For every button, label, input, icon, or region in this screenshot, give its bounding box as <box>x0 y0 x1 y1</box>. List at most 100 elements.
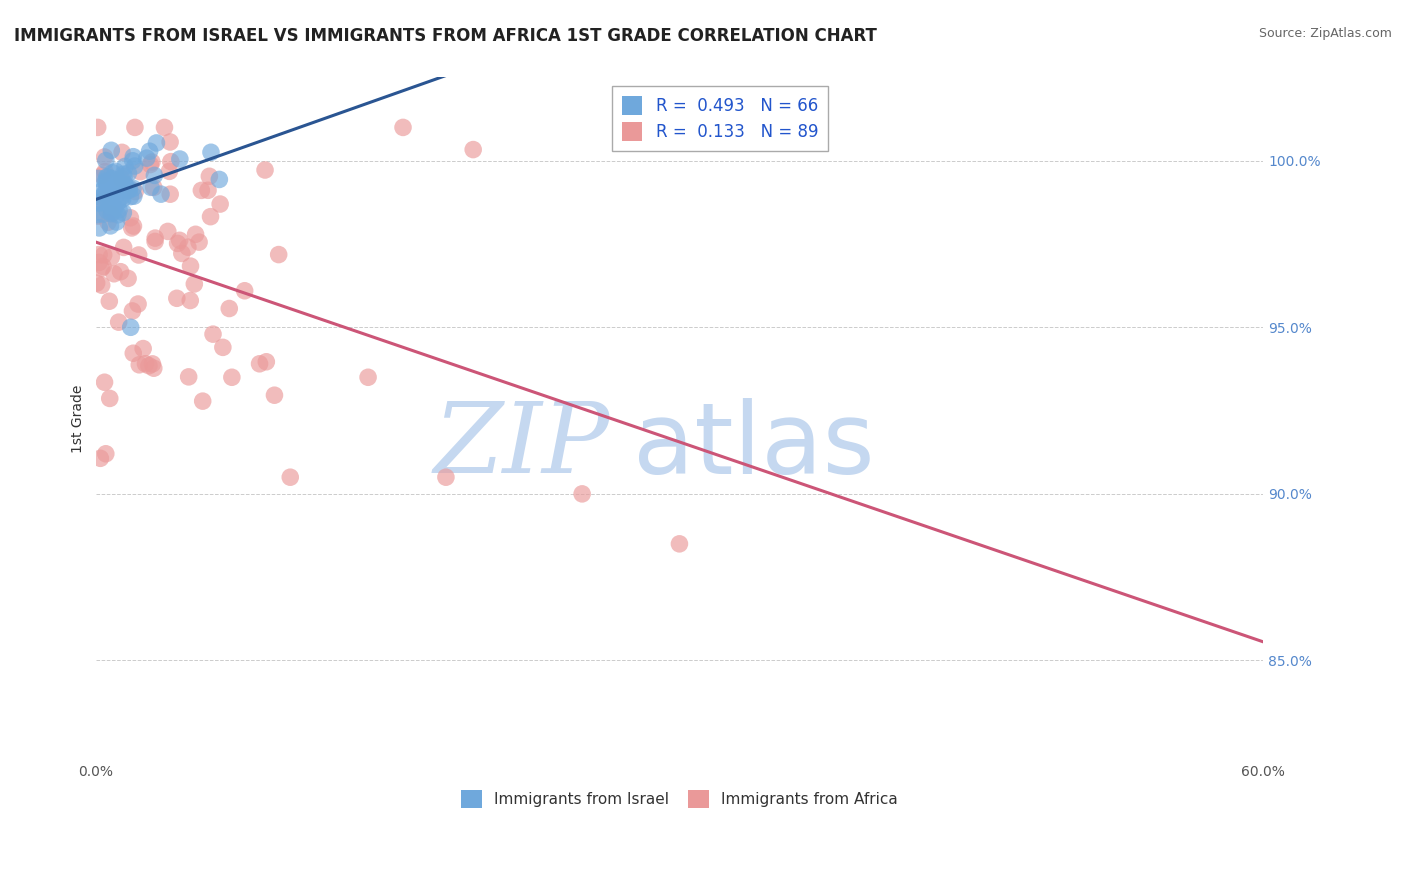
Point <box>100 250 122 264</box>
Point <box>183 277 205 291</box>
Point <box>434 470 457 484</box>
Point <box>110 189 132 203</box>
Point <box>91 260 114 274</box>
Point <box>209 197 232 211</box>
Point <box>153 120 176 135</box>
Point <box>254 355 277 369</box>
Point <box>254 163 277 178</box>
Point <box>160 154 183 169</box>
Point <box>184 227 207 242</box>
Point <box>87 209 110 223</box>
Point <box>135 151 157 165</box>
Point <box>212 340 235 354</box>
Point <box>104 202 127 217</box>
Point <box>668 537 690 551</box>
Point <box>134 357 156 371</box>
Point <box>117 183 139 197</box>
Point <box>100 207 122 221</box>
Point <box>89 451 111 466</box>
Point <box>200 210 222 224</box>
Point <box>105 189 128 203</box>
Point <box>392 120 415 135</box>
Point <box>90 194 112 209</box>
Point <box>94 153 117 168</box>
Point <box>124 120 146 135</box>
Point <box>122 150 145 164</box>
Point <box>120 211 142 225</box>
Point <box>93 376 115 390</box>
Point <box>112 240 135 254</box>
Point <box>110 171 132 186</box>
Point <box>98 392 121 406</box>
Point <box>87 255 110 269</box>
Point <box>138 359 160 373</box>
Point <box>197 183 219 197</box>
Point <box>107 315 129 329</box>
Point <box>180 259 202 273</box>
Point <box>156 224 179 238</box>
Point <box>91 183 114 197</box>
Point <box>139 180 162 194</box>
Point <box>101 204 124 219</box>
Point <box>96 182 118 196</box>
Point <box>105 176 128 190</box>
Point <box>107 208 129 222</box>
Text: ZIP: ZIP <box>433 399 609 494</box>
Point <box>90 193 112 207</box>
Point <box>166 236 188 251</box>
Point <box>96 170 118 185</box>
Point <box>114 160 136 174</box>
Point <box>141 155 163 169</box>
Point <box>112 167 135 181</box>
Point <box>87 247 110 261</box>
Point <box>143 169 166 183</box>
Point <box>108 202 131 217</box>
Point <box>177 369 200 384</box>
Point <box>97 197 120 211</box>
Y-axis label: 1st Grade: 1st Grade <box>72 384 86 453</box>
Point <box>86 120 108 135</box>
Point <box>90 191 112 205</box>
Point <box>90 278 112 293</box>
Point <box>122 346 145 360</box>
Point <box>129 164 152 178</box>
Point <box>177 240 200 254</box>
Point <box>188 235 211 249</box>
Point <box>127 297 149 311</box>
Point <box>169 152 191 166</box>
Text: atlas: atlas <box>633 398 875 495</box>
Point <box>89 196 111 211</box>
Point <box>121 153 143 168</box>
Point <box>89 221 111 235</box>
Point <box>132 342 155 356</box>
Point <box>107 174 129 188</box>
Point <box>91 168 114 182</box>
Point <box>98 182 121 196</box>
Point <box>170 246 193 260</box>
Point <box>121 304 143 318</box>
Point <box>122 181 145 195</box>
Point <box>120 320 142 334</box>
Point <box>93 150 115 164</box>
Point <box>357 370 380 384</box>
Point <box>221 370 243 384</box>
Point <box>104 164 127 178</box>
Point <box>104 180 127 194</box>
Point <box>101 181 124 195</box>
Text: Source: ZipAtlas.com: Source: ZipAtlas.com <box>1258 27 1392 40</box>
Point <box>571 487 593 501</box>
Point <box>143 231 166 245</box>
Point <box>124 159 146 173</box>
Point <box>107 195 129 210</box>
Point <box>208 172 231 186</box>
Point <box>122 219 145 233</box>
Point <box>169 233 191 247</box>
Point <box>118 183 141 197</box>
Point <box>198 169 221 184</box>
Point <box>202 327 225 342</box>
Point <box>98 294 121 309</box>
Point <box>118 181 141 195</box>
Text: IMMIGRANTS FROM ISRAEL VS IMMIGRANTS FROM AFRICA 1ST GRADE CORRELATION CHART: IMMIGRANTS FROM ISRAEL VS IMMIGRANTS FRO… <box>14 27 877 45</box>
Point <box>145 136 167 150</box>
Point <box>112 205 135 219</box>
